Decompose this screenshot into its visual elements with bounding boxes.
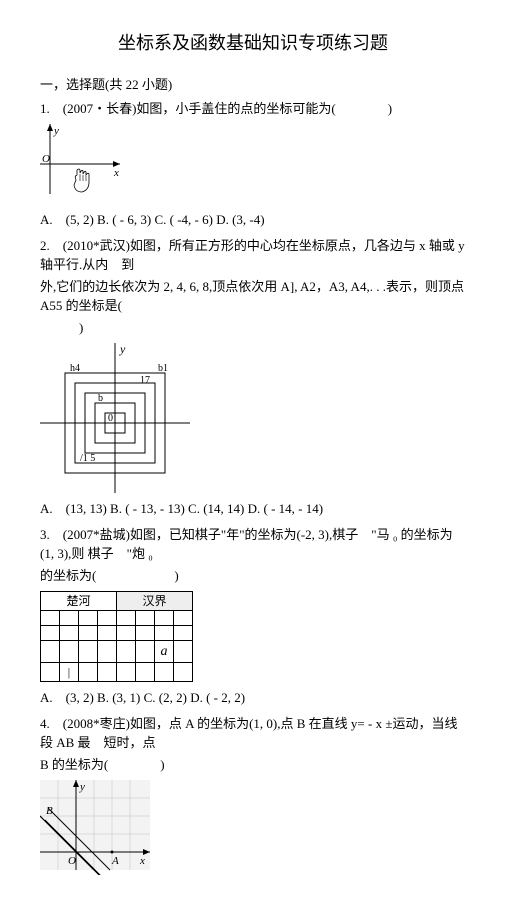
q2-line3: ) — [40, 318, 466, 338]
q3-line2: 的坐标为( ) — [40, 566, 466, 586]
q4-A-label: A — [111, 855, 119, 867]
svg-text:y: y — [53, 125, 59, 137]
svg-text:x: x — [113, 167, 119, 179]
q3-figure: 楚河 汉界 a | — [40, 591, 466, 682]
q3-board: 楚河 汉界 a | — [40, 591, 193, 682]
q2-line1: 2. (2010*武汉)如图，所有正方形的中心均在坐标原点，几各边与 x 轴或 … — [40, 236, 466, 275]
q3-line1: 3. (2007*盐城)如图，已知棋子"年"的坐标为(-2, 3),棋子 "马 … — [40, 525, 466, 564]
q2-h4-label: h4 — [70, 363, 80, 374]
q3-choices: A. (3, 2) B. (3, 1) C. (2, 2) D. ( - 2, … — [40, 688, 466, 708]
q2-b-label: b — [98, 393, 103, 404]
section-heading: 一，选择题(共 22 小题) — [40, 75, 466, 95]
page-title: 坐标系及函数基础知识专项练习题 — [40, 30, 466, 57]
q1-text: 1. (2007・长春)如图，小手盖住的点的坐标可能为( ) — [40, 99, 466, 119]
q2-b1-label: b1 — [158, 363, 168, 374]
q2-y-label: y — [119, 343, 126, 356]
q3-piece-i: | — [60, 663, 79, 682]
q3-head-right: 汉界 — [117, 592, 193, 611]
q2-choices: A. (13, 13) B. ( - 13, - 13) C. (14, 14)… — [40, 499, 466, 519]
q4-line1: 4. (2008*枣庄)如图，点 A 的坐标为(1, 0),点 B 在直线 y=… — [40, 714, 466, 753]
q3-head-left: 楚河 — [41, 592, 117, 611]
q2-line2: 外,它们的边长依次为 2, 4, 6, 8,顶点依次用 A], A2，A3, A… — [40, 277, 466, 316]
q2-figure: y h4 b1 17 b 0 /1 5 — [40, 343, 466, 493]
q4-x-label: x — [139, 855, 145, 867]
q4-B-label: B — [46, 805, 53, 817]
q1-choices: A. (5, 2) B. ( - 6, 3) C. ( -4, - 6) D. … — [40, 210, 466, 230]
q4-O-label: O — [68, 855, 76, 867]
question-4: 4. (2008*枣庄)如图，点 A 的坐标为(1, 0),点 B 在直线 y=… — [40, 714, 466, 876]
question-1: 1. (2007・长春)如图，小手盖住的点的坐标可能为( ) y O x A. … — [40, 99, 466, 230]
q2-o-label: 0 — [108, 413, 113, 424]
q4-y-label: y — [79, 781, 85, 793]
q1-figure: y O x — [40, 124, 466, 204]
question-2: 2. (2010*武汉)如图，所有正方形的中心均在坐标原点，几各边与 x 轴或 … — [40, 236, 466, 519]
q3-piece-a: a — [155, 641, 174, 663]
q2-h5-label: /1 5 — [80, 453, 95, 464]
question-3: 3. (2007*盐城)如图，已知棋子"年"的坐标为(-2, 3),棋子 "马 … — [40, 525, 466, 708]
q4-line2: B 的坐标为( ) — [40, 755, 466, 775]
q2-17-label: 17 — [140, 375, 150, 386]
svg-text:O: O — [42, 153, 50, 165]
q4-figure: y B O A x — [40, 780, 466, 875]
